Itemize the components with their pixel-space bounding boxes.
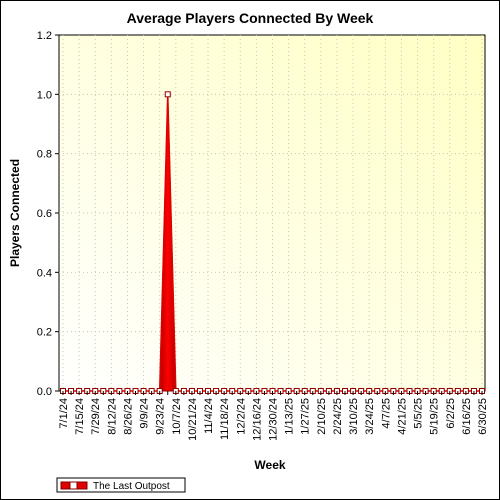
legend: The Last Outpost [56, 477, 186, 493]
y-tick-label: 0.6 [37, 208, 52, 220]
x-tick-label: 11/4/24 [203, 398, 215, 434]
x-tick-label: 11/18/24 [219, 398, 231, 440]
legend-box [56, 477, 186, 493]
grid [59, 35, 485, 391]
x-tick-label: 8/26/24 [122, 398, 134, 435]
x-tick-label: 6/30/25 [477, 398, 489, 435]
x-tick-label: 6/2/25 [445, 398, 457, 429]
x-axis: 7/1/24 7/15/24 7/29/24 8/12/24 8/26/24 9/9/24… [58, 391, 489, 441]
y-axis-title: Players Connected [8, 159, 22, 267]
x-tick-label: 3/10/25 [348, 398, 360, 435]
x-tick-label: 4/7/25 [380, 398, 392, 429]
x-tick-label: 10/7/24 [171, 398, 183, 435]
y-tick-label: 0.4 [37, 267, 52, 279]
x-tick-label: 2/10/25 [316, 398, 328, 435]
x-tick-label: 12/2/24 [235, 398, 247, 435]
y-tick-label: 0.2 [37, 327, 52, 339]
x-tick-label: 12/16/24 [251, 398, 263, 441]
x-tick-label: 1/27/25 [300, 398, 312, 435]
x-tick-label: 5/5/25 [413, 398, 425, 429]
x-tick-label: 2/24/25 [332, 398, 344, 435]
x-tick-label: 5/19/25 [429, 398, 441, 435]
legend-label: The Last Outpost [93, 481, 170, 492]
y-tick-label: 1.0 [37, 89, 52, 101]
x-tick-label: 9/23/24 [155, 398, 167, 435]
x-tick-label: 7/29/24 [90, 398, 102, 435]
x-tick-label: 1/13/25 [284, 398, 296, 435]
x-axis-title: Week [254, 458, 285, 472]
x-tick-label: 10/21/24 [187, 398, 199, 441]
y-tick-label: 0.8 [37, 149, 52, 161]
y-axis: 0.0 0.2 0.4 0.6 0.8 1.0 1.2 [37, 30, 59, 398]
x-tick-label: 7/1/24 [58, 398, 70, 429]
data-point [164, 91, 171, 98]
x-tick-label: 12/30/24 [268, 398, 280, 441]
chart-title: Average Players Connected By Week [127, 10, 374, 26]
x-tick-label: 8/12/24 [106, 398, 118, 435]
x-tick-label: 6/16/25 [461, 398, 473, 435]
x-tick-label: 3/24/25 [364, 398, 376, 435]
y-tick-label: 0.0 [37, 386, 52, 398]
legend-marker [69, 481, 78, 490]
x-tick-label: 7/15/24 [74, 398, 86, 435]
x-tick-label: 9/9/24 [139, 398, 151, 429]
y-tick-label: 1.2 [37, 30, 52, 42]
x-tick-label: 4/21/25 [396, 398, 408, 435]
